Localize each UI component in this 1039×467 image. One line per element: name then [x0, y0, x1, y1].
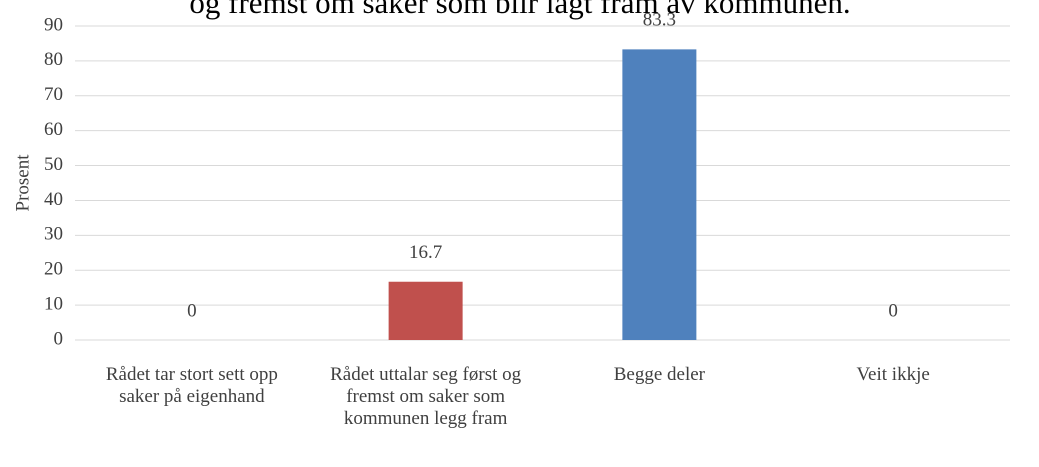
- bar: [388, 281, 463, 340]
- y-tick-label: 70: [44, 84, 63, 105]
- x-tick-label: Rådet uttalar seg først og fremst om sak…: [330, 364, 522, 429]
- chart-title: og fremst om saker som blir lagt fram av…: [189, 0, 850, 20]
- y-tick-label: 60: [44, 119, 63, 140]
- y-tick-label: 20: [44, 259, 63, 280]
- value-label: 83.3: [643, 10, 676, 31]
- y-tick-label: 10: [44, 293, 63, 314]
- x-tick-label: Veit ikkje: [856, 364, 930, 385]
- x-tick-label: Begge deler: [613, 364, 705, 385]
- y-tick-label: 30: [44, 224, 63, 245]
- y-tick-label: 0: [54, 328, 64, 349]
- y-tick-label: 80: [44, 49, 63, 70]
- value-label: 16.7: [409, 242, 442, 263]
- value-label: 0: [888, 300, 898, 321]
- x-tick-label: Rådet tar stort sett opp saker på eigenh…: [105, 364, 278, 407]
- value-label: 0: [187, 300, 197, 321]
- y-axis-label: Prosent: [12, 154, 33, 212]
- y-tick-label: 40: [44, 189, 63, 210]
- y-tick-label: 50: [44, 154, 63, 175]
- y-tick-label: 90: [44, 14, 63, 35]
- bar: [622, 49, 697, 341]
